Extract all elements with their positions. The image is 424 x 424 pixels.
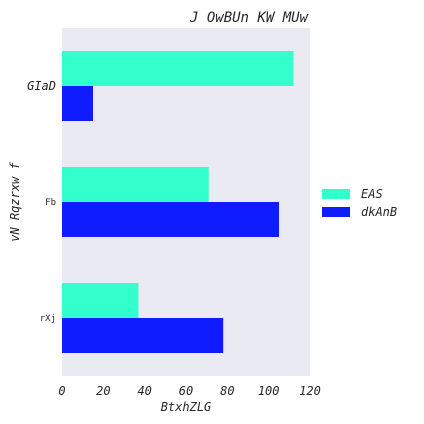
x-axis-label: BtxhZLG: [161, 400, 212, 414]
x-tick-labels: 0 20 40 60 80 100 120: [58, 384, 320, 398]
legend-swatch-dkAnB: [322, 207, 350, 217]
y-tick-labels: GIaD Fb rXj: [27, 79, 56, 324]
y-axis-label: vN Rqzrxw f: [8, 161, 22, 241]
x-tick-40: 40: [137, 384, 151, 398]
y-tick-GIaD: GIaD: [27, 79, 56, 93]
bar-dkAnB-GIaD: [62, 86, 93, 121]
x-tick-120: 120: [299, 384, 321, 398]
bar-EAS-Fb: [62, 167, 209, 202]
y-tick-rXj: rXj: [40, 314, 56, 324]
chart-title: J OwBUn KW MUw: [189, 10, 309, 26]
x-tick-20: 20: [96, 384, 110, 398]
bar-EAS-rXj: [62, 283, 139, 318]
legend-label-dkAnB: dkAnB: [361, 205, 397, 219]
x-tick-0: 0: [58, 384, 65, 398]
legend-label-EAS: EAS: [361, 187, 383, 201]
bar-EAS-GIaD: [62, 51, 294, 86]
x-tick-100: 100: [258, 384, 280, 398]
x-tick-80: 80: [220, 384, 234, 398]
bar-dkAnB-Fb: [62, 202, 279, 237]
x-tick-60: 60: [179, 384, 193, 398]
legend: EAS dkAnB: [322, 187, 397, 219]
legend-swatch-EAS: [322, 189, 350, 199]
bars-group: [62, 51, 294, 353]
bar-dkAnB-rXj: [62, 318, 224, 353]
y-tick-Fb: Fb: [45, 198, 56, 208]
